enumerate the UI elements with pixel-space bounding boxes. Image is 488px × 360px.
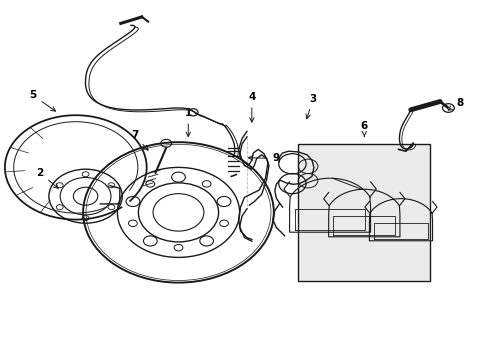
Bar (298, 144, 429, 281)
Text: 3: 3 (305, 94, 316, 119)
Text: 4: 4 (247, 92, 255, 122)
Text: 6: 6 (360, 121, 367, 136)
Text: 5: 5 (30, 90, 56, 111)
Text: 9: 9 (248, 153, 279, 163)
Text: 7: 7 (130, 130, 148, 150)
Text: 2: 2 (37, 168, 58, 188)
Text: 1: 1 (184, 108, 191, 136)
Text: 8: 8 (447, 98, 462, 110)
